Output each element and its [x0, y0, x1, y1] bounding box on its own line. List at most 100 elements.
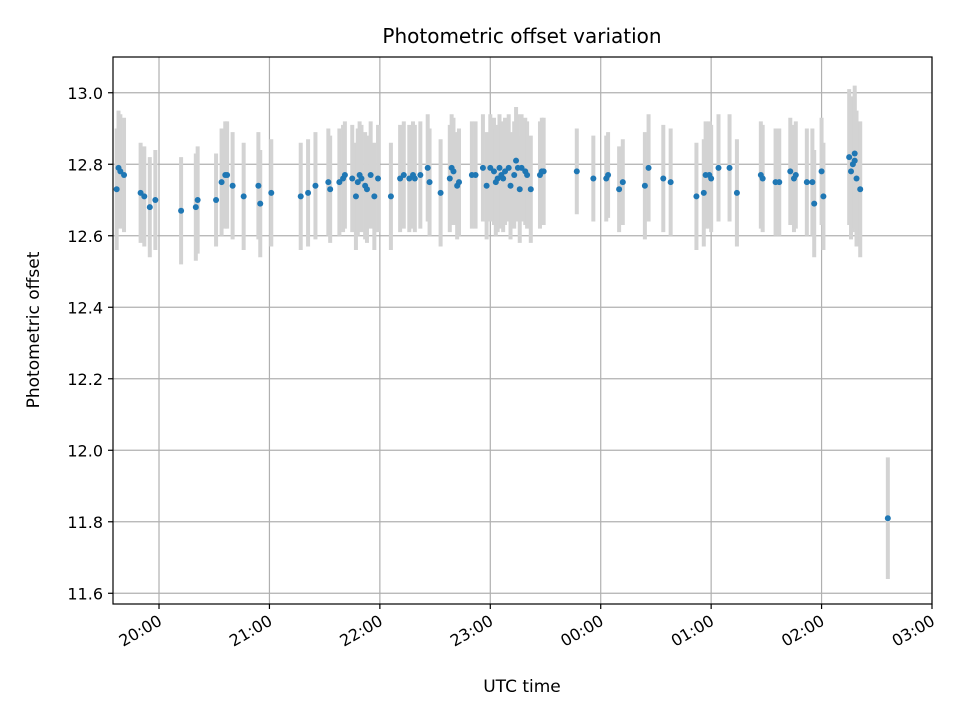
y-axis-title: Photometric offset	[24, 251, 44, 408]
data-point	[857, 186, 864, 193]
data-point	[213, 197, 220, 204]
data-point	[367, 171, 374, 178]
data-point	[152, 197, 159, 204]
data-point	[487, 164, 494, 171]
data-point	[494, 175, 501, 182]
data-point	[590, 175, 597, 182]
data-point	[726, 164, 733, 171]
y-tick-label: 13.0	[67, 84, 103, 103]
data-point	[450, 168, 457, 175]
data-point	[406, 175, 413, 182]
data-point	[446, 175, 453, 182]
data-point	[141, 193, 148, 200]
data-point	[387, 193, 394, 200]
data-point	[255, 182, 262, 189]
plot-area-frame	[112, 56, 933, 605]
data-point	[605, 171, 612, 178]
data-point	[884, 515, 891, 522]
data-point	[483, 182, 490, 189]
data-point	[527, 186, 534, 193]
data-point	[397, 175, 404, 182]
data-point	[297, 193, 304, 200]
data-point	[496, 164, 503, 171]
data-point	[312, 182, 319, 189]
data-point	[113, 186, 120, 193]
data-point	[505, 164, 512, 171]
data-point	[616, 186, 623, 193]
data-point	[472, 171, 479, 178]
data-point	[178, 207, 185, 214]
data-point	[500, 175, 507, 182]
data-point	[354, 179, 361, 186]
data-point	[518, 164, 525, 171]
data-point	[257, 200, 264, 207]
y-tick-label: 12.6	[67, 227, 103, 246]
data-point	[400, 171, 407, 178]
data-point	[708, 175, 715, 182]
data-point	[417, 171, 424, 178]
y-tick-label: 12.2	[67, 370, 103, 389]
data-point	[305, 189, 312, 196]
data-point	[851, 150, 858, 157]
data-point	[194, 197, 201, 204]
data-point	[240, 193, 247, 200]
data-point	[426, 179, 433, 186]
data-point	[507, 182, 514, 189]
data-point	[336, 179, 343, 186]
data-point	[619, 179, 626, 186]
data-point	[660, 175, 667, 182]
data-point	[349, 175, 356, 182]
data-point	[803, 179, 810, 186]
data-point	[809, 179, 816, 186]
data-point	[513, 157, 520, 164]
y-tick-label: 12.0	[67, 441, 103, 460]
data-point	[645, 164, 652, 171]
data-point	[352, 193, 359, 200]
data-point	[733, 189, 740, 196]
data-point	[490, 168, 497, 175]
data-point	[524, 171, 531, 178]
data-point	[327, 186, 334, 193]
data-point	[516, 186, 523, 193]
data-point	[540, 168, 547, 175]
data-point	[325, 179, 332, 186]
data-point	[818, 168, 825, 175]
data-point	[848, 168, 855, 175]
y-tick-label: 12.4	[67, 298, 103, 317]
data-point	[853, 175, 860, 182]
y-tick-label: 12.8	[67, 155, 103, 174]
data-point	[700, 189, 707, 196]
data-point	[224, 171, 231, 178]
data-point	[776, 179, 783, 186]
data-point	[456, 179, 463, 186]
y-tick-label: 11.6	[67, 584, 103, 603]
data-point	[437, 189, 444, 196]
data-point	[229, 182, 236, 189]
data-point	[846, 154, 853, 161]
data-point	[693, 193, 700, 200]
data-point	[121, 171, 128, 178]
data-point	[371, 193, 378, 200]
data-point	[641, 182, 648, 189]
data-point	[424, 164, 431, 171]
y-axis-ticks: 11.6 11.8 12.0 12.2 12.4 12.6 12.8 13.0	[67, 84, 113, 603]
data-point	[341, 171, 348, 178]
data-point	[358, 175, 365, 182]
data-point	[851, 157, 858, 164]
data-point	[375, 175, 382, 182]
data-point	[820, 193, 827, 200]
data-point	[667, 179, 674, 186]
data-point	[715, 164, 722, 171]
data-point	[363, 186, 370, 193]
data-point	[117, 168, 124, 175]
data-point	[573, 168, 580, 175]
data-point	[411, 175, 418, 182]
chart-title: Photometric offset variation	[382, 24, 661, 48]
data-point	[479, 164, 486, 171]
data-point	[137, 189, 144, 196]
data-point	[511, 171, 518, 178]
data-point	[268, 189, 275, 196]
data-point	[192, 204, 199, 211]
